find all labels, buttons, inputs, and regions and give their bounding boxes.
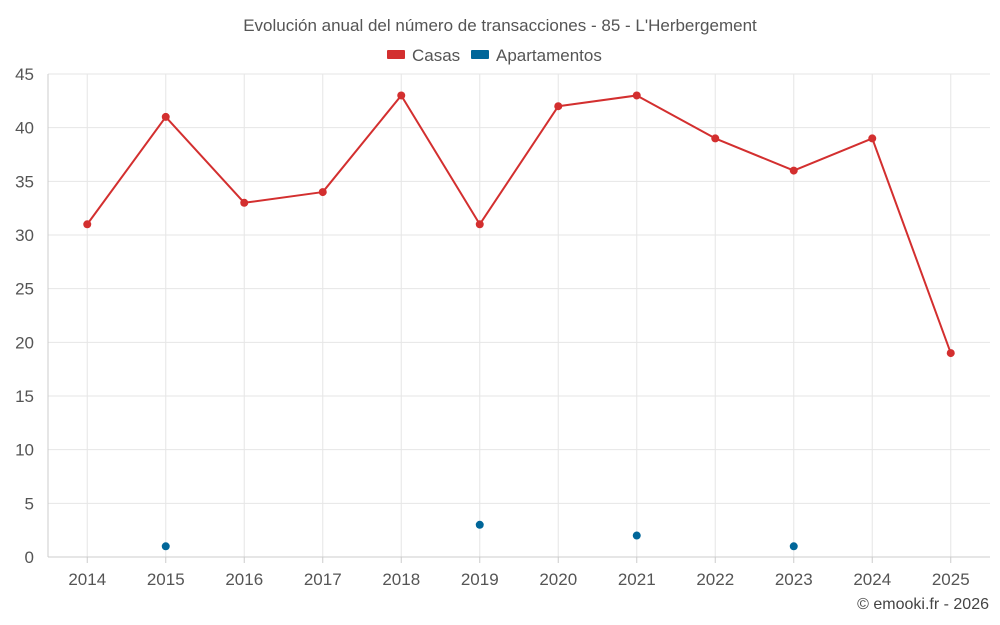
data-point-apartamentos[interactable] bbox=[161, 542, 170, 551]
y-tick-label: 35 bbox=[15, 172, 34, 191]
data-point-apartamentos[interactable] bbox=[789, 542, 798, 551]
data-point-casas[interactable] bbox=[868, 134, 877, 143]
chart-title: Evolución anual del número de transaccio… bbox=[243, 16, 757, 35]
data-point-casas[interactable] bbox=[475, 220, 484, 229]
legend-label-casas: Casas bbox=[412, 46, 460, 65]
credit-text: © emooki.fr - 2026 bbox=[857, 596, 989, 613]
y-tick-label: 20 bbox=[15, 333, 34, 352]
data-point-casas[interactable] bbox=[161, 112, 170, 121]
x-tick-label: 2015 bbox=[147, 570, 185, 589]
x-tick-label: 2018 bbox=[382, 570, 420, 589]
data-point-apartamentos[interactable] bbox=[475, 520, 484, 529]
legend-item-casas[interactable]: Casas bbox=[387, 46, 460, 65]
x-tick-label: 2017 bbox=[304, 570, 342, 589]
data-point-casas[interactable] bbox=[554, 102, 563, 111]
x-axis-ticks: 2014 2015 2016 2017 2018 2019 2020 2021 2022 2023… bbox=[68, 557, 970, 589]
data-point-casas[interactable] bbox=[711, 134, 720, 143]
legend-swatch-casas bbox=[387, 50, 405, 59]
x-tick-label: 2023 bbox=[775, 570, 813, 589]
x-tick-label: 2024 bbox=[853, 570, 891, 589]
series bbox=[83, 91, 955, 551]
y-axis-ticks: 0 5 10 15 20 25 30 35 40 45 bbox=[15, 65, 34, 567]
x-tick-label: 2016 bbox=[225, 570, 263, 589]
y-tick-label: 30 bbox=[15, 226, 34, 245]
series-apartamentos bbox=[161, 520, 798, 551]
legend: Casas Apartamentos bbox=[387, 46, 602, 65]
y-tick-label: 25 bbox=[15, 280, 34, 299]
x-tick-label: 2019 bbox=[461, 570, 499, 589]
data-point-casas[interactable] bbox=[240, 198, 249, 207]
grid bbox=[47, 73, 990, 558]
y-tick-label: 0 bbox=[25, 548, 34, 567]
series-line-casas bbox=[86, 94, 952, 354]
y-tick-label: 45 bbox=[15, 65, 34, 84]
y-tick-label: 40 bbox=[15, 119, 34, 138]
series-casas bbox=[83, 91, 955, 358]
data-point-casas[interactable] bbox=[946, 349, 955, 358]
data-point-apartamentos[interactable] bbox=[632, 531, 641, 540]
x-tick-label: 2014 bbox=[68, 570, 106, 589]
legend-label-apartamentos: Apartamentos bbox=[496, 46, 602, 65]
x-tick-label: 2025 bbox=[932, 570, 970, 589]
data-point-casas[interactable] bbox=[789, 166, 798, 175]
data-point-casas[interactable] bbox=[632, 91, 641, 100]
y-tick-label: 10 bbox=[15, 441, 34, 460]
data-point-casas[interactable] bbox=[318, 188, 327, 197]
data-point-casas[interactable] bbox=[397, 91, 406, 100]
x-tick-label: 2022 bbox=[696, 570, 734, 589]
legend-swatch-apartamentos bbox=[471, 50, 489, 59]
y-tick-label: 5 bbox=[25, 494, 34, 513]
y-tick-label: 15 bbox=[15, 387, 34, 406]
data-point-casas[interactable] bbox=[83, 220, 92, 229]
x-tick-label: 2020 bbox=[539, 570, 577, 589]
x-tick-label: 2021 bbox=[618, 570, 656, 589]
legend-item-apartamentos[interactable]: Apartamentos bbox=[471, 46, 602, 65]
